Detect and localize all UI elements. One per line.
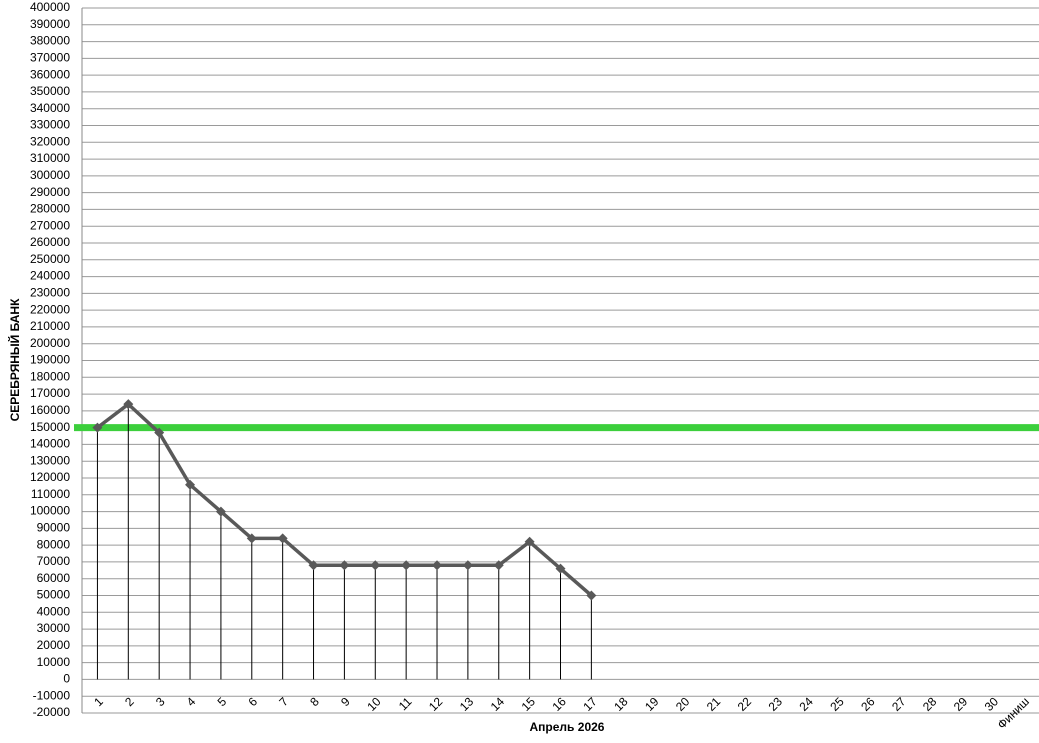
y-tick-label: 310000 [30,151,70,165]
y-tick-label: 390000 [30,17,70,31]
point-marker [154,427,165,438]
point-marker [524,536,535,547]
point-marker [339,560,350,571]
y-tick-label: 60000 [37,571,71,585]
point-marker [277,533,288,544]
y-tick-label: 270000 [30,218,70,232]
y-tick-label: 90000 [37,521,71,535]
x-tick-label: 10 [364,694,384,714]
y-tick-label: 260000 [30,235,70,249]
y-tick-label: 10000 [37,655,71,669]
y-tick-label: 210000 [30,319,70,333]
y-tick-label: 170000 [30,386,70,400]
y-tick-label: 40000 [37,604,71,618]
x-tick-label: 20 [673,694,693,714]
x-tick-label: 14 [488,694,508,714]
x-tick-label: 17 [580,694,600,714]
y-tick-label: 350000 [30,84,70,98]
point-marker [246,533,257,544]
point-marker [555,563,566,574]
y-tick-label: 140000 [30,437,70,451]
y-tick-label: 70000 [37,554,71,568]
y-tick-label: -10000 [33,688,71,702]
x-axis-title: Апрель 2026 [530,720,605,734]
x-tick-label: 24 [796,694,816,714]
y-tick-label: 190000 [30,353,70,367]
x-tick-label: 26 [858,694,878,714]
point-marker [370,560,381,571]
y-axis-title: СЕРЕБРЯНЫЙ БАНК [7,298,22,422]
x-tick-label: 15 [519,694,539,714]
y-tick-label: 240000 [30,269,70,283]
x-tick-label: 30 [982,694,1002,714]
y-tick-label: 160000 [30,403,70,417]
x-tick-label: 13 [457,694,477,714]
x-tick-label: 22 [735,694,755,714]
point-marker [215,506,226,517]
x-tick-label: 12 [426,694,446,714]
x-tick-label: 21 [704,694,724,714]
y-tick-label: 110000 [31,487,70,501]
x-tick-label: 18 [611,694,631,714]
y-tick-label: 280000 [30,202,70,216]
y-tick-label: 370000 [30,51,70,65]
y-tick-label: 320000 [30,134,70,148]
y-tick-label: 50000 [37,588,71,602]
point-marker [185,479,196,490]
point-marker [586,590,597,601]
y-tick-label: 180000 [30,369,70,383]
y-tick-label: -20000 [33,705,71,719]
y-tick-label: 220000 [30,302,70,316]
y-tick-label: 200000 [30,336,70,350]
x-tick-label: 25 [827,694,847,714]
x-tick-label: 23 [766,694,786,714]
y-tick-label: 30000 [37,621,71,635]
y-tick-label: 290000 [30,185,70,199]
y-tick-label: 300000 [30,168,70,182]
y-tick-label: 330000 [30,118,70,132]
x-tick-label: 28 [920,694,940,714]
point-marker [493,560,504,571]
y-tick-label: 130000 [30,453,70,467]
y-tick-label: 230000 [30,286,70,300]
x-tick-label: 27 [889,694,909,714]
point-marker [92,422,103,433]
point-marker [308,560,319,571]
y-tick-label: 340000 [30,101,70,115]
y-tick-label: 100000 [30,504,70,518]
point-marker [462,560,473,571]
y-tick-label: 400000 [30,0,70,14]
y-tick-label: 120000 [30,470,70,484]
y-tick-label: 80000 [37,537,71,551]
x-tick-label: 29 [951,694,971,714]
y-tick-label: 0 [63,672,70,686]
point-marker [401,560,412,571]
y-tick-label: 360000 [30,67,70,81]
y-tick-label: 250000 [30,252,70,266]
y-tick-label: 20000 [37,638,71,652]
point-marker [432,560,443,571]
x-tick-label: 11 [396,694,415,713]
point-marker [123,399,134,410]
x-tick-label: 16 [550,694,570,714]
y-tick-label: 380000 [30,34,70,48]
y-tick-label: 150000 [30,420,70,434]
x-tick-label: 19 [642,694,662,714]
